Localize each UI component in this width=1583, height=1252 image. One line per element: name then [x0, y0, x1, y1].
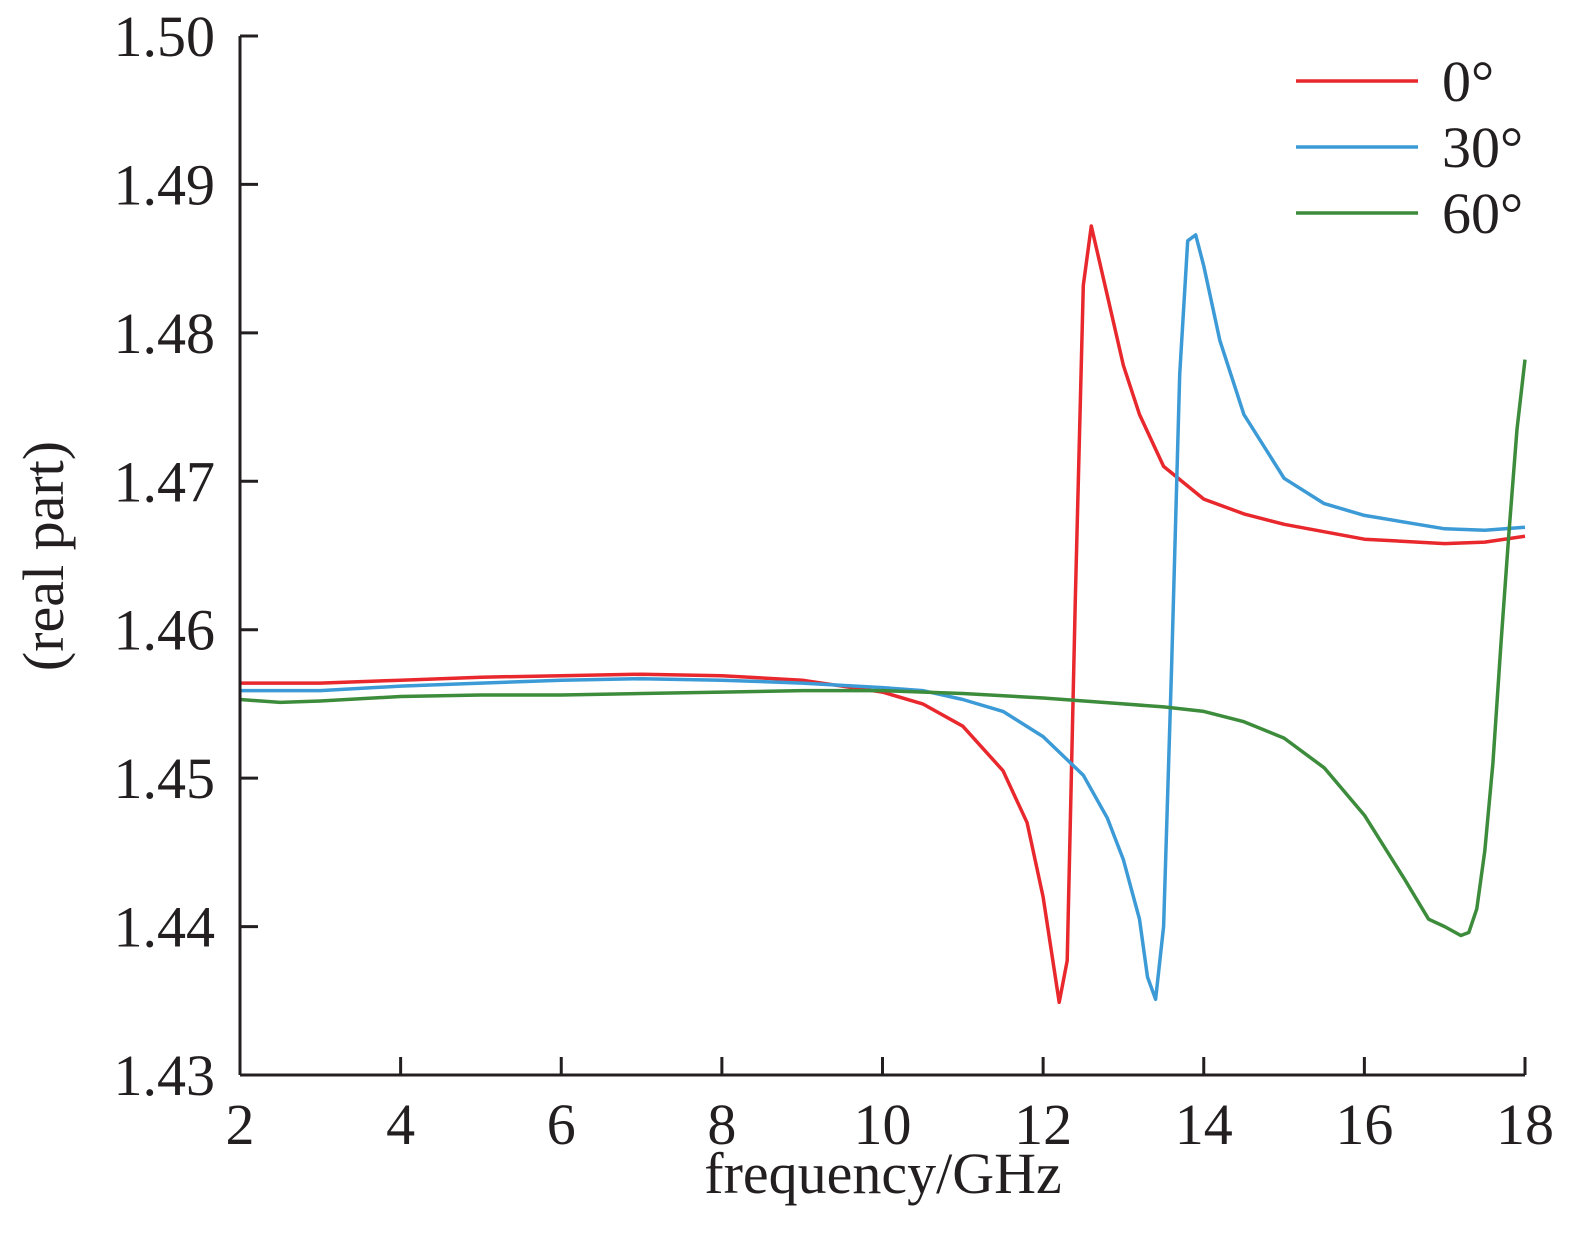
plot-lines — [239, 224, 1527, 1005]
x-tick-label: 18 — [1496, 1092, 1554, 1157]
y-tick-label: 1.50 — [114, 4, 216, 69]
y-tick-label: 1.48 — [114, 301, 216, 366]
y-tick-label: 1.49 — [114, 152, 216, 217]
y-ticks: 1.43 1.44 1.45 1.46 1.47 1.48 1.49 1.50 — [114, 4, 258, 1108]
axes — [238, 36, 1525, 1077]
x-tick-label: 2 — [226, 1092, 255, 1157]
series-line — [240, 233, 1526, 1002]
legend-label: 60° — [1442, 181, 1523, 246]
x-tick-label: 12 — [1014, 1092, 1072, 1157]
y-tick-label: 1.45 — [114, 746, 216, 811]
series-line — [240, 224, 1526, 1005]
x-tick-label: 8 — [707, 1092, 736, 1157]
x-tick-label: 6 — [547, 1092, 576, 1157]
x-tick-label: 4 — [386, 1092, 415, 1157]
x-tick-label: 14 — [1175, 1092, 1233, 1157]
legend-label: 30° — [1442, 115, 1523, 180]
series-line — [239, 359, 1527, 938]
y-tick-label: 1.47 — [114, 449, 216, 514]
x-tick-label: 16 — [1335, 1092, 1393, 1157]
legend-label: 0° — [1442, 49, 1494, 114]
y-tick-label: 1.46 — [114, 598, 216, 663]
y-tick-label: 1.44 — [114, 895, 216, 960]
legend: 0°30°60° — [1296, 49, 1523, 246]
x-tick-label: 10 — [854, 1092, 912, 1157]
y-axis-title: (real part) — [11, 441, 76, 671]
x-axis-title: frequency/GHz — [704, 1141, 1062, 1206]
x-ticks: 2 4 6 8 10 12 14 16 18 — [226, 1057, 1554, 1157]
y-tick-label: 1.43 — [114, 1043, 216, 1108]
